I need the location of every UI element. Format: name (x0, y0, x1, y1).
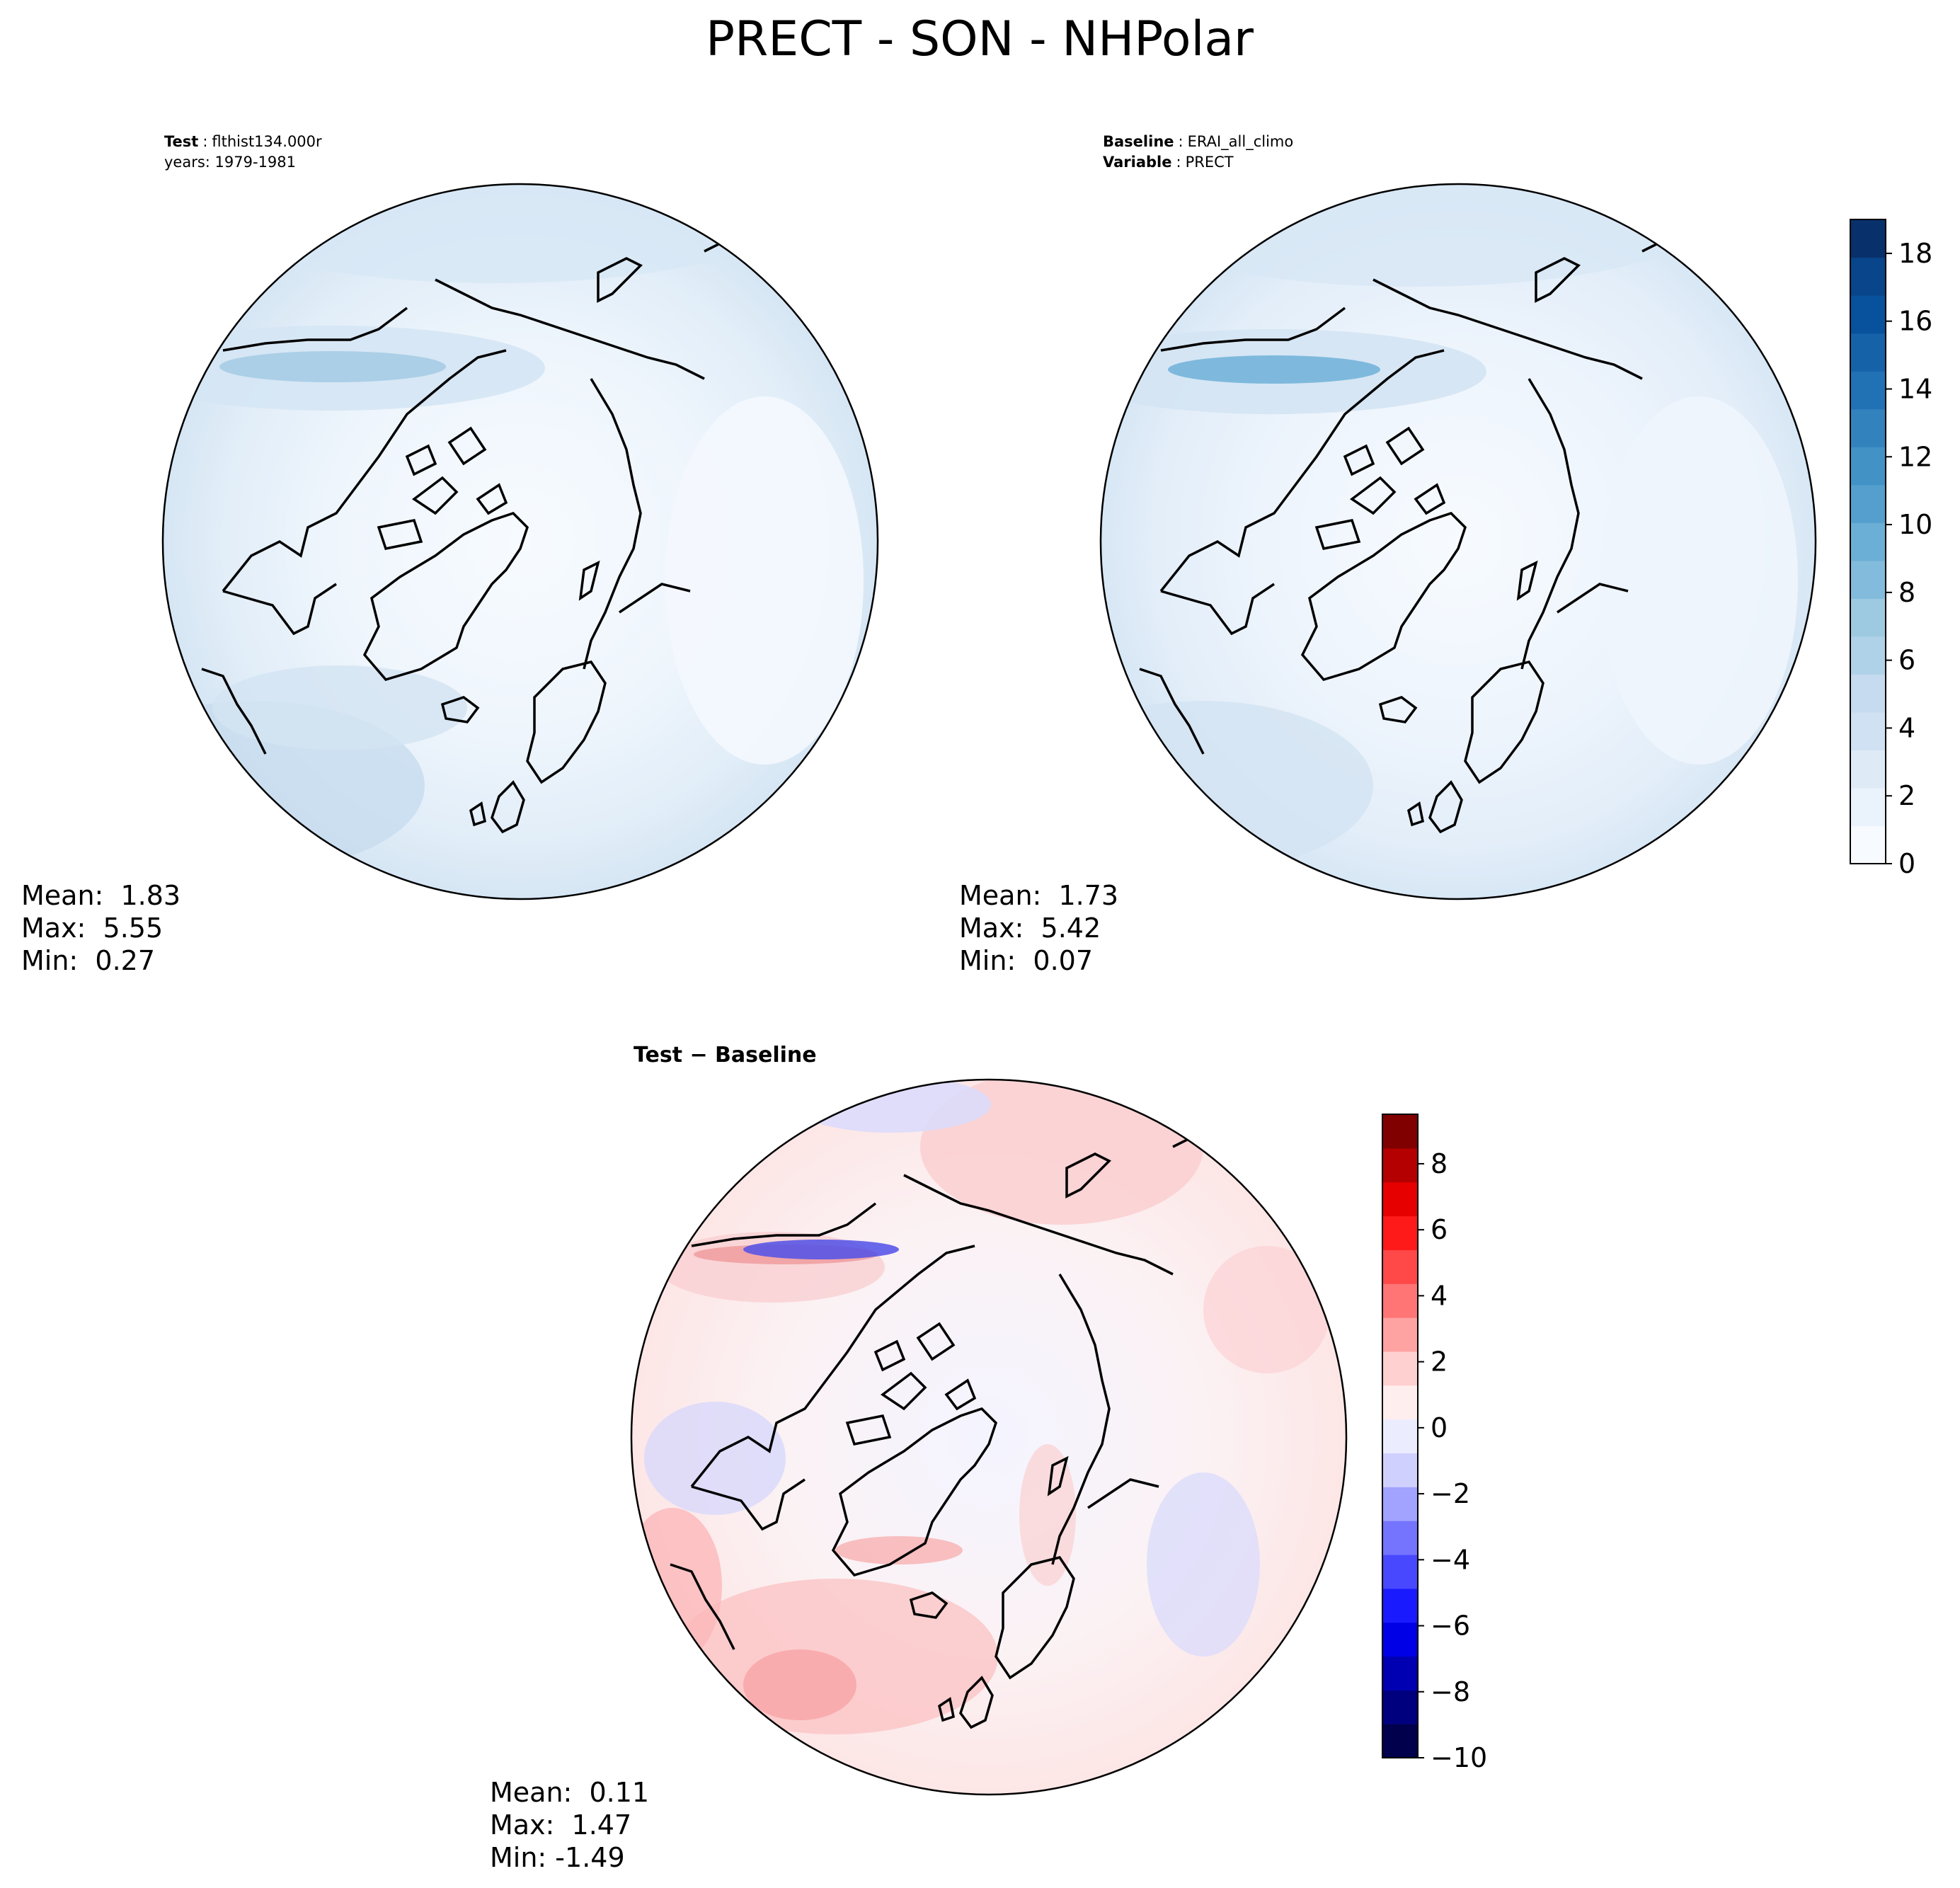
panel-test-map (163, 184, 878, 899)
panel-test: Test: flthist134.000r years: 1979-1981 Me… (21, 133, 879, 976)
colorbar-diverging-segment (1382, 1182, 1418, 1217)
colorbar-diverging: −10 −8 −6 −4 −2 0 2 4 6 8 (1382, 1114, 1487, 1773)
colorbar-diverging-segment (1382, 1351, 1418, 1386)
colorbar-diverging-segment (1382, 1453, 1418, 1487)
colorbar-diverging-segment (1382, 1385, 1418, 1420)
panel-difference-min: Min: -1.49 (490, 1842, 625, 1873)
panel-baseline-subtitle-sep: : (1176, 154, 1181, 171)
panel-test-title-value: flthist134.000r (212, 133, 322, 150)
panel-baseline-subtitle-label: Variable (1103, 154, 1171, 171)
panel-test-title-label: Test (164, 133, 198, 150)
colorbar-diverging-tick-label: 4 (1431, 1280, 1448, 1311)
colorbar-diverging-segment (1382, 1622, 1418, 1657)
colorbar-blues-segment (1850, 257, 1886, 296)
colorbar-diverging-tick-label: −6 (1431, 1610, 1470, 1642)
colorbar-diverging-tick-label: 2 (1431, 1346, 1448, 1378)
colorbar-diverging-segment (1382, 1283, 1418, 1318)
panel-baseline-mean: Mean: 1.73 (959, 880, 1118, 911)
panel-baseline-subtitle-value: PRECT (1186, 154, 1234, 171)
colorbar-blues-segment (1850, 825, 1886, 864)
colorbar-diverging-segment (1382, 1554, 1418, 1589)
colorbar-diverging-segment (1382, 1317, 1418, 1352)
panel-difference: Test − Baseline Mean: 0.11 Max: 1.47 Min… (490, 1043, 1487, 1873)
colorbar-blues-segment (1850, 787, 1886, 827)
panel-difference-map (631, 1080, 1346, 1795)
panel-test-min: Min: 0.27 (21, 945, 155, 976)
colorbar-blues-tick-label: 4 (1898, 712, 1915, 743)
colorbar-blues-segment (1850, 447, 1886, 486)
colorbar-blues-tick-label: 14 (1898, 373, 1932, 404)
panel-baseline: Baseline: ERAI_all_climo Variable: PRECT M… (959, 133, 1932, 976)
colorbar-blues: 0 2 4 6 8 10 12 14 16 18 (1850, 219, 1932, 879)
colorbar-blues-tick-label: 18 (1898, 238, 1932, 269)
colorbar-diverging-tick-label: 8 (1431, 1148, 1448, 1179)
colorbar-diverging-segment (1382, 1249, 1418, 1284)
panel-test-title-sep: : (202, 133, 207, 150)
colorbar-diverging-segment (1382, 1588, 1418, 1623)
colorbar-blues-segment (1850, 598, 1886, 637)
colorbar-blues-segment (1850, 371, 1886, 410)
colorbar-blues-tick-label: 2 (1898, 780, 1915, 811)
panel-difference-mean: Mean: 0.11 (490, 1777, 649, 1808)
colorbar-diverging-segment (1382, 1487, 1418, 1521)
figure-title: PRECT - SON - NHPolar (706, 11, 1254, 67)
colorbar-blues-segment (1850, 636, 1886, 675)
panel-test-subtitle: years: 1979-1981 (164, 154, 296, 171)
colorbar-blues-segment (1850, 484, 1886, 523)
colorbar-diverging-tick-label: −10 (1431, 1742, 1487, 1773)
colorbar-diverging-segment (1382, 1419, 1418, 1454)
colorbar-diverging-segment (1382, 1148, 1418, 1183)
colorbar-blues-segment (1850, 560, 1886, 599)
colorbar-blues-frame (1850, 219, 1886, 864)
panel-difference-title: Test − Baseline (634, 1043, 817, 1068)
colorbar-blues-segment (1850, 408, 1886, 447)
panel-baseline-min: Min: 0.07 (959, 945, 1093, 976)
colorbar-blues-segment (1850, 711, 1886, 751)
colorbar-diverging-tick-label: −4 (1431, 1544, 1470, 1575)
colorbar-blues-tick-label: 6 (1898, 645, 1915, 676)
colorbar-blues-segment (1850, 295, 1886, 334)
colorbar-blues-segment (1850, 333, 1886, 372)
panel-difference-max: Max: 1.47 (490, 1809, 631, 1841)
colorbar-blues-segment (1850, 219, 1886, 258)
colorbar-diverging-segment (1382, 1215, 1418, 1250)
colorbar-blues-segment (1850, 674, 1886, 713)
panel-baseline-map (1101, 184, 1816, 899)
colorbar-blues-tick-label: 10 (1898, 509, 1932, 540)
panel-baseline-title-value: ERAI_all_climo (1188, 133, 1294, 151)
panel-baseline-title-label: Baseline (1103, 133, 1174, 150)
panel-test-max: Max: 5.55 (21, 912, 163, 944)
colorbar-diverging-segment (1382, 1656, 1418, 1690)
svg-text:Test:flthist134.000r: Test: flthist134.000r (164, 133, 322, 150)
colorbar-diverging-tick-label: 6 (1431, 1214, 1448, 1245)
colorbar-blues-tick-label: 12 (1898, 441, 1932, 472)
colorbar-blues-segment (1850, 522, 1886, 561)
svg-text:Baseline:ERAI_all_climo: Baseline: ERAI_all_climo (1103, 133, 1293, 151)
panel-test-mean: Mean: 1.83 (21, 880, 180, 911)
colorbar-diverging-segment (1382, 1690, 1418, 1724)
panel-baseline-title-sep: : (1179, 133, 1184, 150)
colorbar-diverging-frame (1382, 1114, 1419, 1758)
panel-baseline-max: Max: 5.42 (959, 912, 1101, 944)
colorbar-diverging-segment (1382, 1114, 1418, 1149)
colorbar-diverging-tick-label: 0 (1431, 1412, 1448, 1443)
colorbar-diverging-segment (1382, 1521, 1418, 1555)
svg-text:Variable:PRECT: Variable: PRECT (1103, 154, 1234, 171)
colorbar-diverging-segment (1382, 1724, 1418, 1758)
colorbar-blues-segment (1850, 750, 1886, 789)
colorbar-blues-tick-label: 8 (1898, 577, 1915, 608)
colorbar-blues-tick-label: 16 (1898, 306, 1932, 337)
colorbar-diverging-tick-label: −2 (1431, 1478, 1470, 1509)
colorbar-blues-tick-label: 0 (1898, 848, 1915, 879)
colorbar-diverging-tick-label: −8 (1431, 1676, 1470, 1707)
